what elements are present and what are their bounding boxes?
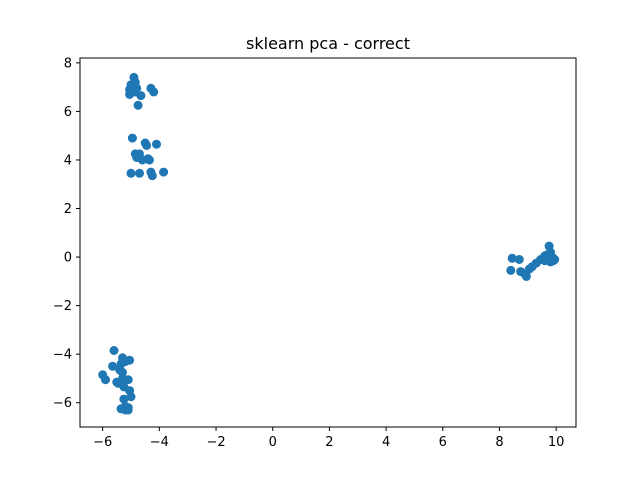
scatter-point [129,86,139,96]
scatter-point [149,87,159,97]
scatter-point [142,140,152,150]
scatter-point [126,392,136,402]
scatter-point [133,100,143,110]
x-tick-label: 8 [495,435,503,450]
scatter-point [127,133,137,143]
scatter-point [147,171,157,181]
scatter-point [521,272,531,281]
data-points [98,72,560,415]
scatter-point [143,154,153,164]
x-tick-label: −4 [150,435,169,450]
scatter-point [152,139,161,149]
scatter-point [514,255,524,264]
scatter-point [123,405,133,415]
scatter-point [132,153,142,162]
scatter-point [548,253,558,263]
chart-title: sklearn pca - correct [246,34,410,53]
x-tick-label: 10 [548,435,565,450]
y-tick-label: 6 [64,105,72,120]
y-tick-label: 0 [64,251,72,266]
scatter-point [136,91,146,101]
scatter-point [116,404,126,414]
scatter-point [101,375,110,385]
scatter-point [119,394,129,404]
plot-frame [79,57,577,428]
scatter-point [118,367,127,377]
x-tick-label: −6 [93,435,112,450]
scatter-point [159,167,169,177]
x-tick-label: 6 [439,435,447,450]
scatter-point [125,355,135,365]
scatter-point [507,253,517,263]
scatter-point [108,361,118,371]
x-axis: −6 −4 −2 0 2 4 6 8 10 [93,427,564,450]
y-axis: −6 −4 −2 0 2 4 6 8 [53,56,80,411]
x-tick-label: 4 [382,435,390,450]
y-tick-label: 2 [64,202,72,217]
y-tick-label: 4 [64,153,72,168]
x-tick-label: 2 [325,435,333,450]
scatter-point [123,375,133,385]
scatter-point [109,346,119,355]
scatter-point [126,168,136,178]
y-tick-label: −2 [53,299,72,314]
y-tick-label: 8 [64,56,72,71]
scatter-point [506,265,516,275]
scatter-point [135,168,144,178]
x-tick-label: −2 [206,435,225,450]
y-tick-label: −4 [53,348,72,363]
x-tick-label: 0 [269,435,277,450]
y-tick-label: −6 [53,396,72,411]
